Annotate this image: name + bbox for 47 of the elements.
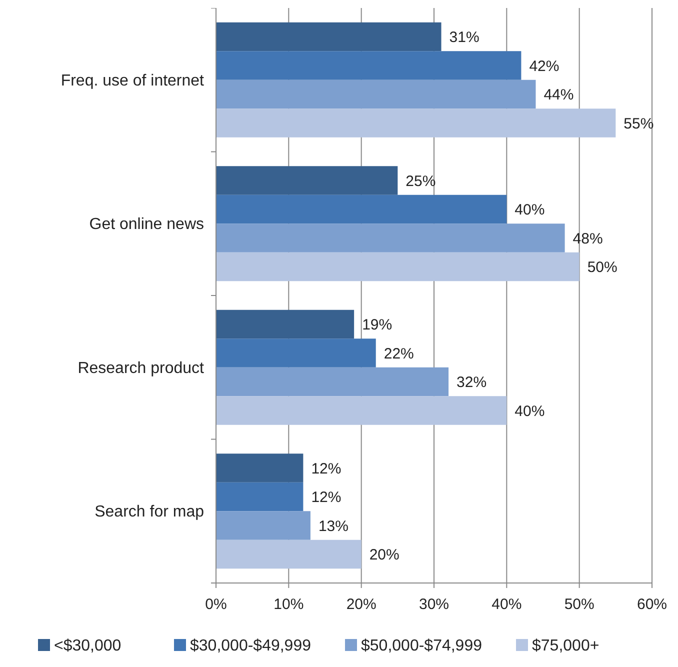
bar xyxy=(216,166,398,195)
bar xyxy=(216,396,507,425)
x-tick-label: 20% xyxy=(346,596,376,613)
y-tick-label: Search for map xyxy=(94,504,204,521)
x-tick-label: 10% xyxy=(274,596,304,613)
data-label: 12% xyxy=(311,489,342,506)
bar xyxy=(216,310,354,339)
bar xyxy=(216,338,376,368)
legend-label: $75,000+ xyxy=(532,638,600,655)
y-tick-label: Get online news xyxy=(89,216,204,234)
bar xyxy=(216,540,362,569)
data-label: 48% xyxy=(572,230,603,248)
x-tick-label: 0% xyxy=(205,596,227,613)
data-label: 42% xyxy=(529,58,560,75)
data-label: 13% xyxy=(318,518,348,535)
data-label: 40% xyxy=(514,402,545,420)
legend-label: <$30,000 xyxy=(54,638,122,655)
x-tick-label: 60% xyxy=(636,596,668,613)
data-label: 22% xyxy=(384,345,414,362)
x-tick-label: 30% xyxy=(418,596,450,613)
bar xyxy=(216,511,310,540)
y-tick-label: Research product xyxy=(78,360,205,377)
bar xyxy=(216,224,565,252)
x-tick-label: 50% xyxy=(564,596,594,613)
data-label: 40% xyxy=(514,202,545,218)
data-label: 19% xyxy=(362,316,392,334)
legend-label: $30,000-$49,999 xyxy=(190,638,312,655)
data-label: 20% xyxy=(369,546,400,564)
bar xyxy=(216,454,304,482)
data-label: 55% xyxy=(624,115,654,132)
bar xyxy=(216,22,442,52)
data-label: 31% xyxy=(449,29,480,46)
bar xyxy=(216,252,580,282)
bar xyxy=(216,367,449,396)
legend-label: $50,000-$74,999 xyxy=(361,638,482,655)
data-label: 50% xyxy=(587,259,618,276)
data-label: 44% xyxy=(544,86,574,104)
bar xyxy=(216,51,522,80)
data-label: 12% xyxy=(311,460,342,478)
bar xyxy=(216,482,304,512)
bar xyxy=(216,80,536,109)
x-tick-label: 40% xyxy=(492,596,522,613)
data-label: 25% xyxy=(406,172,436,190)
y-tick-label: Freq. use of internet xyxy=(60,72,205,90)
bar xyxy=(216,108,616,138)
data-label: 32% xyxy=(456,374,487,391)
bar xyxy=(216,194,507,224)
